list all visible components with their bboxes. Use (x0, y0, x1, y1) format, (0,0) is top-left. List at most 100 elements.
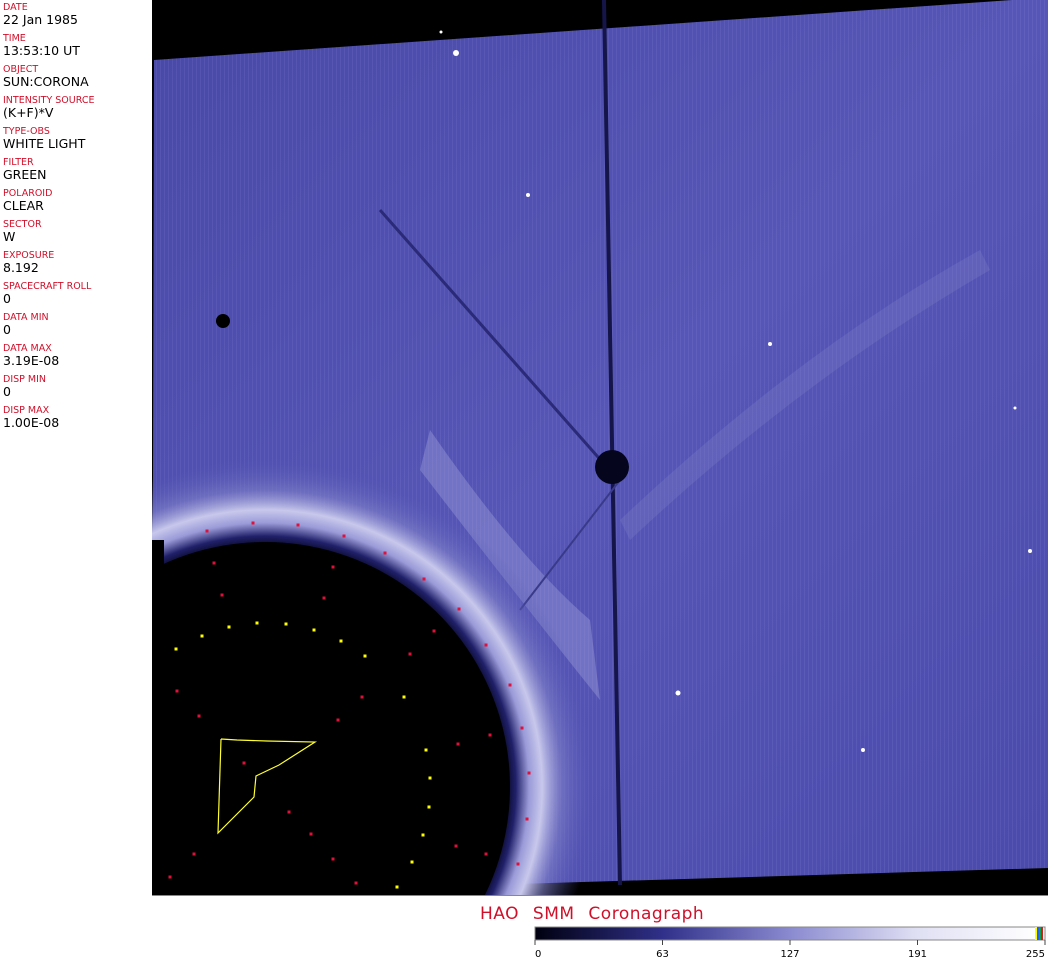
grid-marker (360, 695, 364, 699)
pylon-center (595, 450, 629, 484)
field-value: 0 (3, 322, 11, 337)
diagonal-streak (519, 479, 621, 611)
colorbar-tick-label: 191 (908, 949, 927, 960)
star (526, 193, 530, 197)
header-field-intensity-source: INTENSITY SOURCE (K+F)*V (3, 95, 152, 120)
field-value: 0 (3, 291, 11, 306)
header-field-spacecraft-roll: SPACECRAFT ROLL 0 (3, 281, 152, 306)
field-label: TIME (3, 33, 26, 44)
grid-marker (309, 832, 313, 836)
occulter-disk (152, 541, 510, 895)
outline-polygon (217, 738, 317, 835)
grid-marker (287, 810, 291, 814)
field-value: SUN:CORONA (3, 74, 89, 89)
colorbar-band (1039, 927, 1041, 940)
header-field-disp-max: DISP MAX 1.00E-08 (3, 405, 152, 430)
field-label: OBJECT (3, 64, 39, 75)
grid-marker (284, 622, 288, 626)
grid-marker (520, 726, 524, 730)
dark-spot (216, 314, 230, 328)
header-field-polaroid: POLAROID CLEAR (3, 188, 152, 213)
stars (439, 30, 1032, 752)
field-value: (K+F)*V (3, 105, 54, 120)
grid-marker (322, 596, 326, 600)
colorbar-tick-label: 255 (1026, 949, 1045, 960)
grid-marker (383, 551, 387, 555)
colorbar-band (1041, 927, 1043, 940)
colorbar-tick-label: 0 (535, 949, 541, 960)
grid-marker (484, 852, 488, 856)
diagonal-streak (378, 209, 607, 466)
grid-marker (410, 860, 414, 864)
field-value: WHITE LIGHT (3, 136, 86, 151)
grid-marker (255, 621, 259, 625)
grid-marker (422, 577, 426, 581)
header-field-type-obs: TYPE-OBS WHITE LIGHT (3, 126, 152, 151)
star (861, 748, 865, 752)
colorbar-gradient (534, 926, 1046, 941)
grid-marker (251, 521, 255, 525)
left-edge-mask (152, 540, 164, 895)
header-field-data-min: DATA MIN 0 (3, 312, 152, 337)
grid-marker (516, 862, 520, 866)
grid-marker (200, 634, 204, 638)
grid-marker (296, 523, 300, 527)
grid-marker (488, 733, 492, 737)
pylon-shadow (602, 0, 622, 886)
grid-marker (457, 607, 461, 611)
star (675, 690, 681, 696)
grid-marker (168, 875, 172, 879)
field-value: 3.19E-08 (3, 353, 60, 368)
field-label: DATA MAX (3, 343, 52, 354)
grid-marker (428, 776, 432, 780)
field-label: SPACECRAFT ROLL (3, 281, 92, 292)
colorbar-tick-label: 127 (780, 949, 799, 960)
grid-marker (312, 628, 316, 632)
grid-marker (336, 718, 340, 722)
grid-marker (456, 742, 460, 746)
field-label: DATE (3, 2, 28, 13)
field-label: EXPOSURE (3, 250, 55, 261)
field-value: 1.00E-08 (3, 415, 60, 430)
field-label: INTENSITY SOURCE (3, 95, 95, 106)
grid-marker (339, 639, 343, 643)
field-value: GREEN (3, 167, 47, 182)
field-value: 13:53:10 UT (3, 43, 80, 58)
star (439, 30, 443, 34)
field-value: 22 Jan 1985 (3, 12, 78, 27)
grid-marker (421, 833, 425, 837)
field-label: DISP MIN (3, 374, 47, 385)
grid-marker (331, 857, 335, 861)
field-value: CLEAR (3, 198, 44, 213)
colorbar-tick-label: 63 (656, 949, 669, 960)
grid-marker (402, 695, 406, 699)
grid-marker (527, 771, 531, 775)
grid-marker (484, 643, 488, 647)
grid-marker (205, 529, 209, 533)
grid-marker (212, 561, 216, 565)
field-label: POLAROID (3, 188, 53, 199)
header-info-panel: DATE 22 Jan 1985 TIME 13:53:10 UT OBJECT SUN:… (0, 0, 153, 895)
field-label: SECTOR (3, 219, 42, 230)
grid-marker (174, 647, 178, 651)
star (1013, 406, 1017, 410)
grid-marker (192, 852, 196, 856)
field-label: DISP MAX (3, 405, 50, 416)
field-value: 8.192 (3, 260, 39, 275)
coronagraph-image (152, 0, 1048, 895)
grid-marker (227, 625, 231, 629)
grid-marker (363, 654, 367, 658)
header-field-object: OBJECT SUN:CORONA (3, 64, 152, 89)
grid-marker (220, 593, 224, 597)
header-field-sector: SECTOR W (3, 219, 152, 244)
header-field-date: DATE 22 Jan 1985 (3, 2, 152, 27)
caption: HAO SMM Coronagraph (480, 904, 705, 924)
grid-marker (408, 652, 412, 656)
header-field-disp-min: DISP MIN 0 (3, 374, 152, 399)
field-value: 0 (3, 384, 11, 399)
grid-marker (331, 565, 335, 569)
grid-marker (454, 844, 458, 848)
grid-marker (242, 761, 246, 765)
star (768, 342, 772, 346)
star (1028, 549, 1032, 553)
